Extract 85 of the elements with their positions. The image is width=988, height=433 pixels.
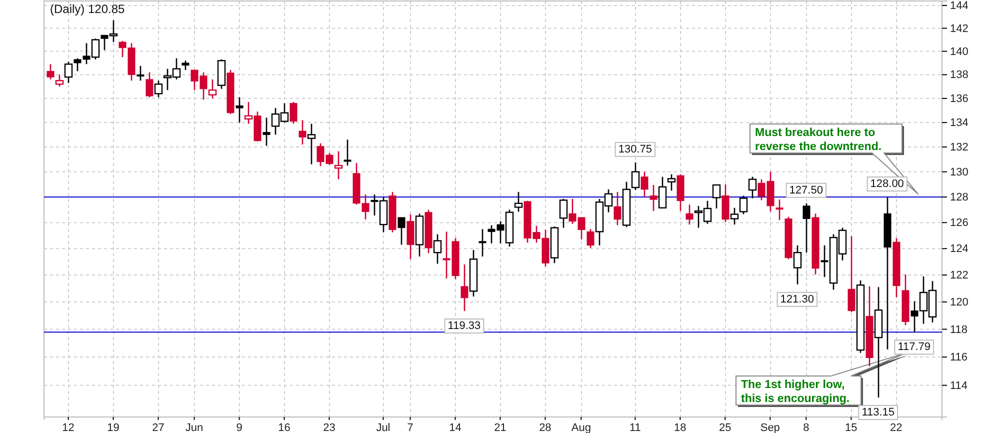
candlestick [64, 61, 73, 84]
candlestick [559, 198, 568, 228]
candlestick [55, 74, 64, 88]
annotation: Must breakout here to reverse the downtrend. [755, 127, 882, 153]
x-tick-label: 19 [107, 422, 120, 433]
candlestick [631, 162, 640, 191]
annotation: 128.00 [870, 178, 904, 190]
candlestick [460, 264, 468, 312]
candlestick [290, 101, 298, 124]
x-tick-label: Jul [376, 422, 390, 433]
candlestick [208, 78, 217, 100]
candlestick [650, 184, 658, 212]
annotation: The 1st higher low, this is encouraging. [741, 379, 850, 405]
y-tick-label: 134 [950, 117, 968, 130]
candlestick [182, 60, 190, 71]
candlestick [398, 216, 406, 246]
candlestick [640, 171, 648, 198]
candlestick [614, 191, 622, 226]
x-tick-label: 9 [236, 422, 242, 433]
y-tick-label: 132 [950, 141, 968, 154]
y-tick-label: 114 [950, 380, 968, 392]
candlestick [146, 72, 154, 98]
candlestick [739, 195, 748, 215]
candlestick [686, 204, 694, 226]
candlestick [478, 228, 486, 258]
x-tick-label: 14 [449, 422, 462, 433]
candlestick [722, 184, 730, 223]
y-tick-label: 128 [950, 192, 968, 204]
y-tick-label: 144 [950, 0, 968, 12]
x-tick-label: 21 [494, 422, 506, 433]
chart-title: (Daily) 120.85 [50, 2, 126, 16]
y-tick-label: 116 [950, 352, 968, 364]
candlestick [262, 117, 270, 146]
x-tick-label: 8 [803, 422, 810, 433]
annotation: 113.15 [862, 406, 895, 418]
annotation: 127.50 [789, 184, 823, 196]
candlestick [848, 236, 856, 313]
x-tick-label: 18 [674, 422, 686, 433]
y-tick-label: 142 [950, 22, 968, 35]
candlestick [776, 198, 784, 221]
y-tick-label: 124 [950, 243, 968, 256]
y-tick-label: 130 [950, 166, 968, 178]
y-tick-label: 138 [950, 69, 968, 82]
x-tick-label: 12 [62, 422, 74, 433]
candlestick [344, 138, 352, 166]
candlestick [730, 207, 739, 226]
candlestick [298, 119, 306, 146]
x-tick-label: 16 [278, 422, 290, 433]
annotation: 117.79 [898, 341, 931, 354]
x-tick-label: 28 [539, 422, 552, 433]
candlestick [406, 214, 414, 260]
x-tick-label: Jun [185, 422, 204, 433]
annotation: 119.33 [448, 320, 481, 332]
candlestick [334, 150, 343, 180]
candlestick [712, 184, 721, 210]
candlestick [154, 80, 163, 98]
y-tick-label: 126 [950, 217, 968, 230]
candlestick [514, 191, 523, 212]
candlestick [307, 123, 316, 165]
x-tick-label: 7 [407, 422, 414, 433]
y-tick-label: 140 [950, 46, 968, 58]
x-tick-label: Sep [760, 422, 780, 433]
x-tick-label: 15 [844, 422, 858, 433]
candlestick [586, 228, 594, 249]
x-tick-label: 27 [152, 422, 164, 433]
candlestick [658, 176, 667, 210]
x-tick-label: Aug [571, 422, 591, 433]
annotation: 130.75 [618, 143, 652, 156]
y-tick-label: 118 [950, 324, 968, 336]
candlestick [793, 244, 802, 286]
x-tick-label: 11 [629, 422, 641, 433]
x-tick-label: 22 [890, 422, 902, 433]
y-tick-label: 120 [950, 296, 968, 308]
candlestick [748, 176, 757, 199]
candlestick [236, 96, 244, 124]
annotation: 121.30 [780, 293, 814, 306]
candlestick [136, 65, 144, 82]
candlestick [46, 63, 54, 80]
candlestick [667, 174, 676, 192]
y-tick-label: 122 [950, 270, 968, 282]
x-tick-label: 23 [323, 422, 336, 433]
candlestick [802, 202, 810, 254]
x-tick-label: 25 [719, 422, 732, 433]
candlestick [433, 234, 442, 264]
y-tick-label: 136 [950, 92, 968, 105]
